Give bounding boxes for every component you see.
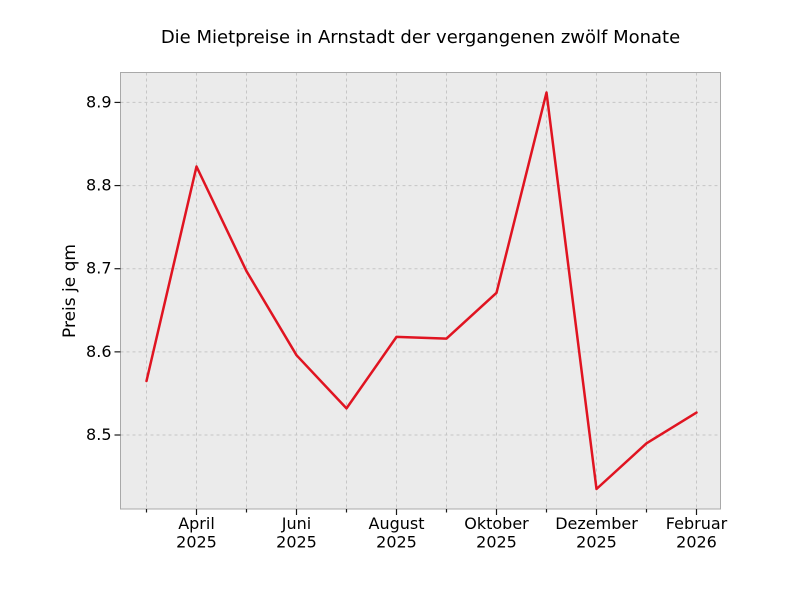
x-tick-label: August 2025 (369, 514, 425, 552)
x-tick-label: Juni 2025 (276, 514, 317, 552)
y-tick-label: 8.9 (86, 92, 111, 111)
chart-title: Die Mietpreise in Arnstadt der vergangen… (160, 27, 681, 48)
x-tick-label: Februar 2026 (666, 514, 728, 552)
x-tick-label: April 2025 (176, 514, 217, 552)
y-tick-label: 8.5 (86, 425, 111, 444)
x-tick-label: Dezember 2025 (555, 514, 638, 552)
price-line (145, 91, 698, 491)
plot-border (120, 72, 721, 510)
plot-area (120, 72, 721, 509)
y-tick-label: 8.8 (86, 176, 111, 195)
y-tick-label: 8.7 (86, 259, 111, 278)
y-tick-label: 8.6 (86, 342, 111, 361)
x-tick-label: Oktober 2025 (464, 514, 529, 552)
